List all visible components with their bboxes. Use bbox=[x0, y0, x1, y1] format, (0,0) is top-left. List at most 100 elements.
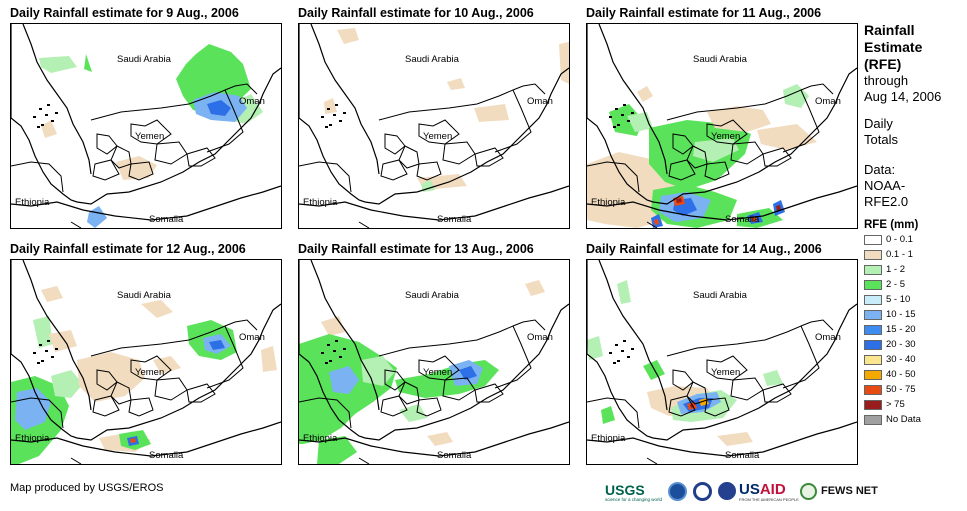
country-border bbox=[398, 145, 420, 169]
rainfall-map-panel: Daily Rainfall estimate for 12 Aug., 200… bbox=[10, 241, 282, 467]
legend: RFE (mm) 0 - 0.1 0.1 - 1 1 - 2 2 - 5 5 - 10 1… bbox=[864, 219, 964, 428]
rainfall-area bbox=[447, 78, 465, 90]
country-label-somalia: Somalia bbox=[149, 214, 184, 225]
country-border bbox=[90, 89, 244, 153]
rainfall-area bbox=[207, 100, 231, 116]
map-title-line: (RFE) bbox=[864, 56, 902, 72]
country-border bbox=[92, 159, 120, 181]
rainfall-area bbox=[77, 352, 145, 402]
country-border bbox=[128, 161, 154, 181]
legend-item: 30 - 40 bbox=[864, 353, 964, 368]
legend-swatch bbox=[864, 235, 882, 245]
rainfall-area bbox=[39, 56, 77, 73]
island bbox=[621, 350, 624, 352]
coastline bbox=[299, 185, 569, 221]
country-border bbox=[730, 141, 764, 165]
island bbox=[55, 112, 58, 114]
legend-swatch bbox=[864, 415, 882, 425]
country-border bbox=[587, 397, 640, 429]
legend-label: 0 - 0.1 bbox=[886, 234, 913, 245]
usgs-logo: USGS bbox=[605, 482, 645, 498]
rainfall-map-svg bbox=[11, 24, 281, 228]
island bbox=[33, 352, 36, 354]
legend-swatch bbox=[864, 325, 882, 335]
island bbox=[51, 356, 54, 358]
island bbox=[51, 120, 54, 122]
rainfall-area bbox=[317, 436, 357, 464]
rainfall-area bbox=[427, 432, 453, 446]
island bbox=[321, 116, 324, 118]
country-border bbox=[384, 133, 406, 155]
usgs-tagline: science for a changing world bbox=[605, 497, 663, 502]
island bbox=[335, 104, 338, 106]
rainfall-map-panel: Daily Rainfall estimate for 9 Aug., 2006… bbox=[10, 5, 282, 231]
rainfall-map: Saudi Arabia Oman Yemen Ethiopia Somalia bbox=[10, 259, 282, 465]
country-border bbox=[96, 369, 118, 391]
country-border bbox=[686, 381, 708, 405]
panel-title: Daily Rainfall estimate for 12 Aug., 200… bbox=[10, 242, 246, 256]
rainfall-area bbox=[329, 366, 359, 394]
rainfall-area bbox=[717, 432, 753, 446]
rainfall-map-panel: Daily Rainfall estimate for 14 Aug., 200… bbox=[586, 241, 858, 467]
legend-item: 0 - 0.1 bbox=[864, 233, 964, 248]
island bbox=[609, 352, 612, 354]
usaid-logo-us: US bbox=[739, 481, 760, 498]
country-label-ethiopia: Ethiopia bbox=[15, 197, 50, 208]
coastline bbox=[598, 260, 668, 411]
country-border bbox=[762, 383, 792, 403]
data-source-line: Data: bbox=[864, 162, 896, 177]
daily-line: Totals bbox=[864, 132, 898, 147]
island bbox=[55, 348, 58, 350]
island bbox=[329, 124, 332, 126]
island bbox=[33, 116, 36, 118]
country-label-saudi-arabia: Saudi Arabia bbox=[405, 290, 459, 301]
country-border bbox=[416, 161, 442, 181]
coastline bbox=[299, 421, 569, 457]
country-label-yemen: Yemen bbox=[135, 367, 165, 378]
rainfall-map-panel: Daily Rainfall estimate for 13 Aug., 200… bbox=[298, 241, 570, 467]
country-border bbox=[378, 325, 532, 389]
island bbox=[617, 360, 620, 362]
country-label-yemen: Yemen bbox=[711, 131, 741, 142]
legend-label: 20 - 30 bbox=[886, 339, 916, 350]
rainfall-area bbox=[261, 346, 277, 372]
rainfall-area bbox=[51, 370, 83, 398]
legend-label: 5 - 10 bbox=[886, 294, 911, 305]
rainfall-area bbox=[361, 356, 395, 386]
country-label-yemen: Yemen bbox=[135, 131, 165, 142]
island bbox=[37, 362, 40, 364]
island bbox=[343, 348, 346, 350]
island bbox=[339, 356, 342, 358]
country-border bbox=[128, 397, 154, 417]
island bbox=[627, 356, 630, 358]
island bbox=[39, 344, 42, 346]
rainfall-map: Saudi Arabia Oman Yemen Ethiopia Somalia bbox=[586, 23, 858, 229]
legend-label: 1 - 2 bbox=[886, 264, 906, 275]
country-label-saudi-arabia: Saudi Arabia bbox=[693, 290, 747, 301]
legend-item: 0.1 - 1 bbox=[864, 248, 964, 263]
country-border bbox=[130, 355, 172, 381]
country-border bbox=[299, 397, 352, 429]
country-border bbox=[299, 161, 352, 193]
legend-label: 15 - 20 bbox=[886, 324, 916, 335]
country-border bbox=[646, 457, 658, 464]
data-source-line: RFE2.0 bbox=[864, 194, 909, 209]
country-label-somalia: Somalia bbox=[725, 214, 760, 225]
country-border bbox=[512, 83, 546, 95]
country-label-saudi-arabia: Saudi Arabia bbox=[117, 290, 171, 301]
island bbox=[327, 344, 330, 346]
rainfall-area bbox=[130, 438, 136, 443]
island bbox=[335, 340, 338, 342]
rainfall-area bbox=[337, 28, 359, 44]
legend-label: 2 - 5 bbox=[886, 279, 906, 290]
country-border bbox=[668, 395, 696, 417]
period-text: through Aug 14, 2006 bbox=[864, 73, 964, 105]
country-border bbox=[384, 369, 406, 391]
rainfall-map-svg bbox=[587, 260, 857, 464]
rainfall-map: Saudi Arabia Oman Yemen Ethiopia Somalia bbox=[586, 259, 858, 465]
country-border bbox=[186, 383, 216, 403]
usaid-logo: USAID bbox=[739, 481, 786, 498]
rainfall-map: Saudi Arabia Oman Yemen Ethiopia Somalia bbox=[298, 259, 570, 465]
coastline bbox=[11, 24, 281, 205]
country-label-saudi-arabia: Saudi Arabia bbox=[117, 54, 171, 65]
